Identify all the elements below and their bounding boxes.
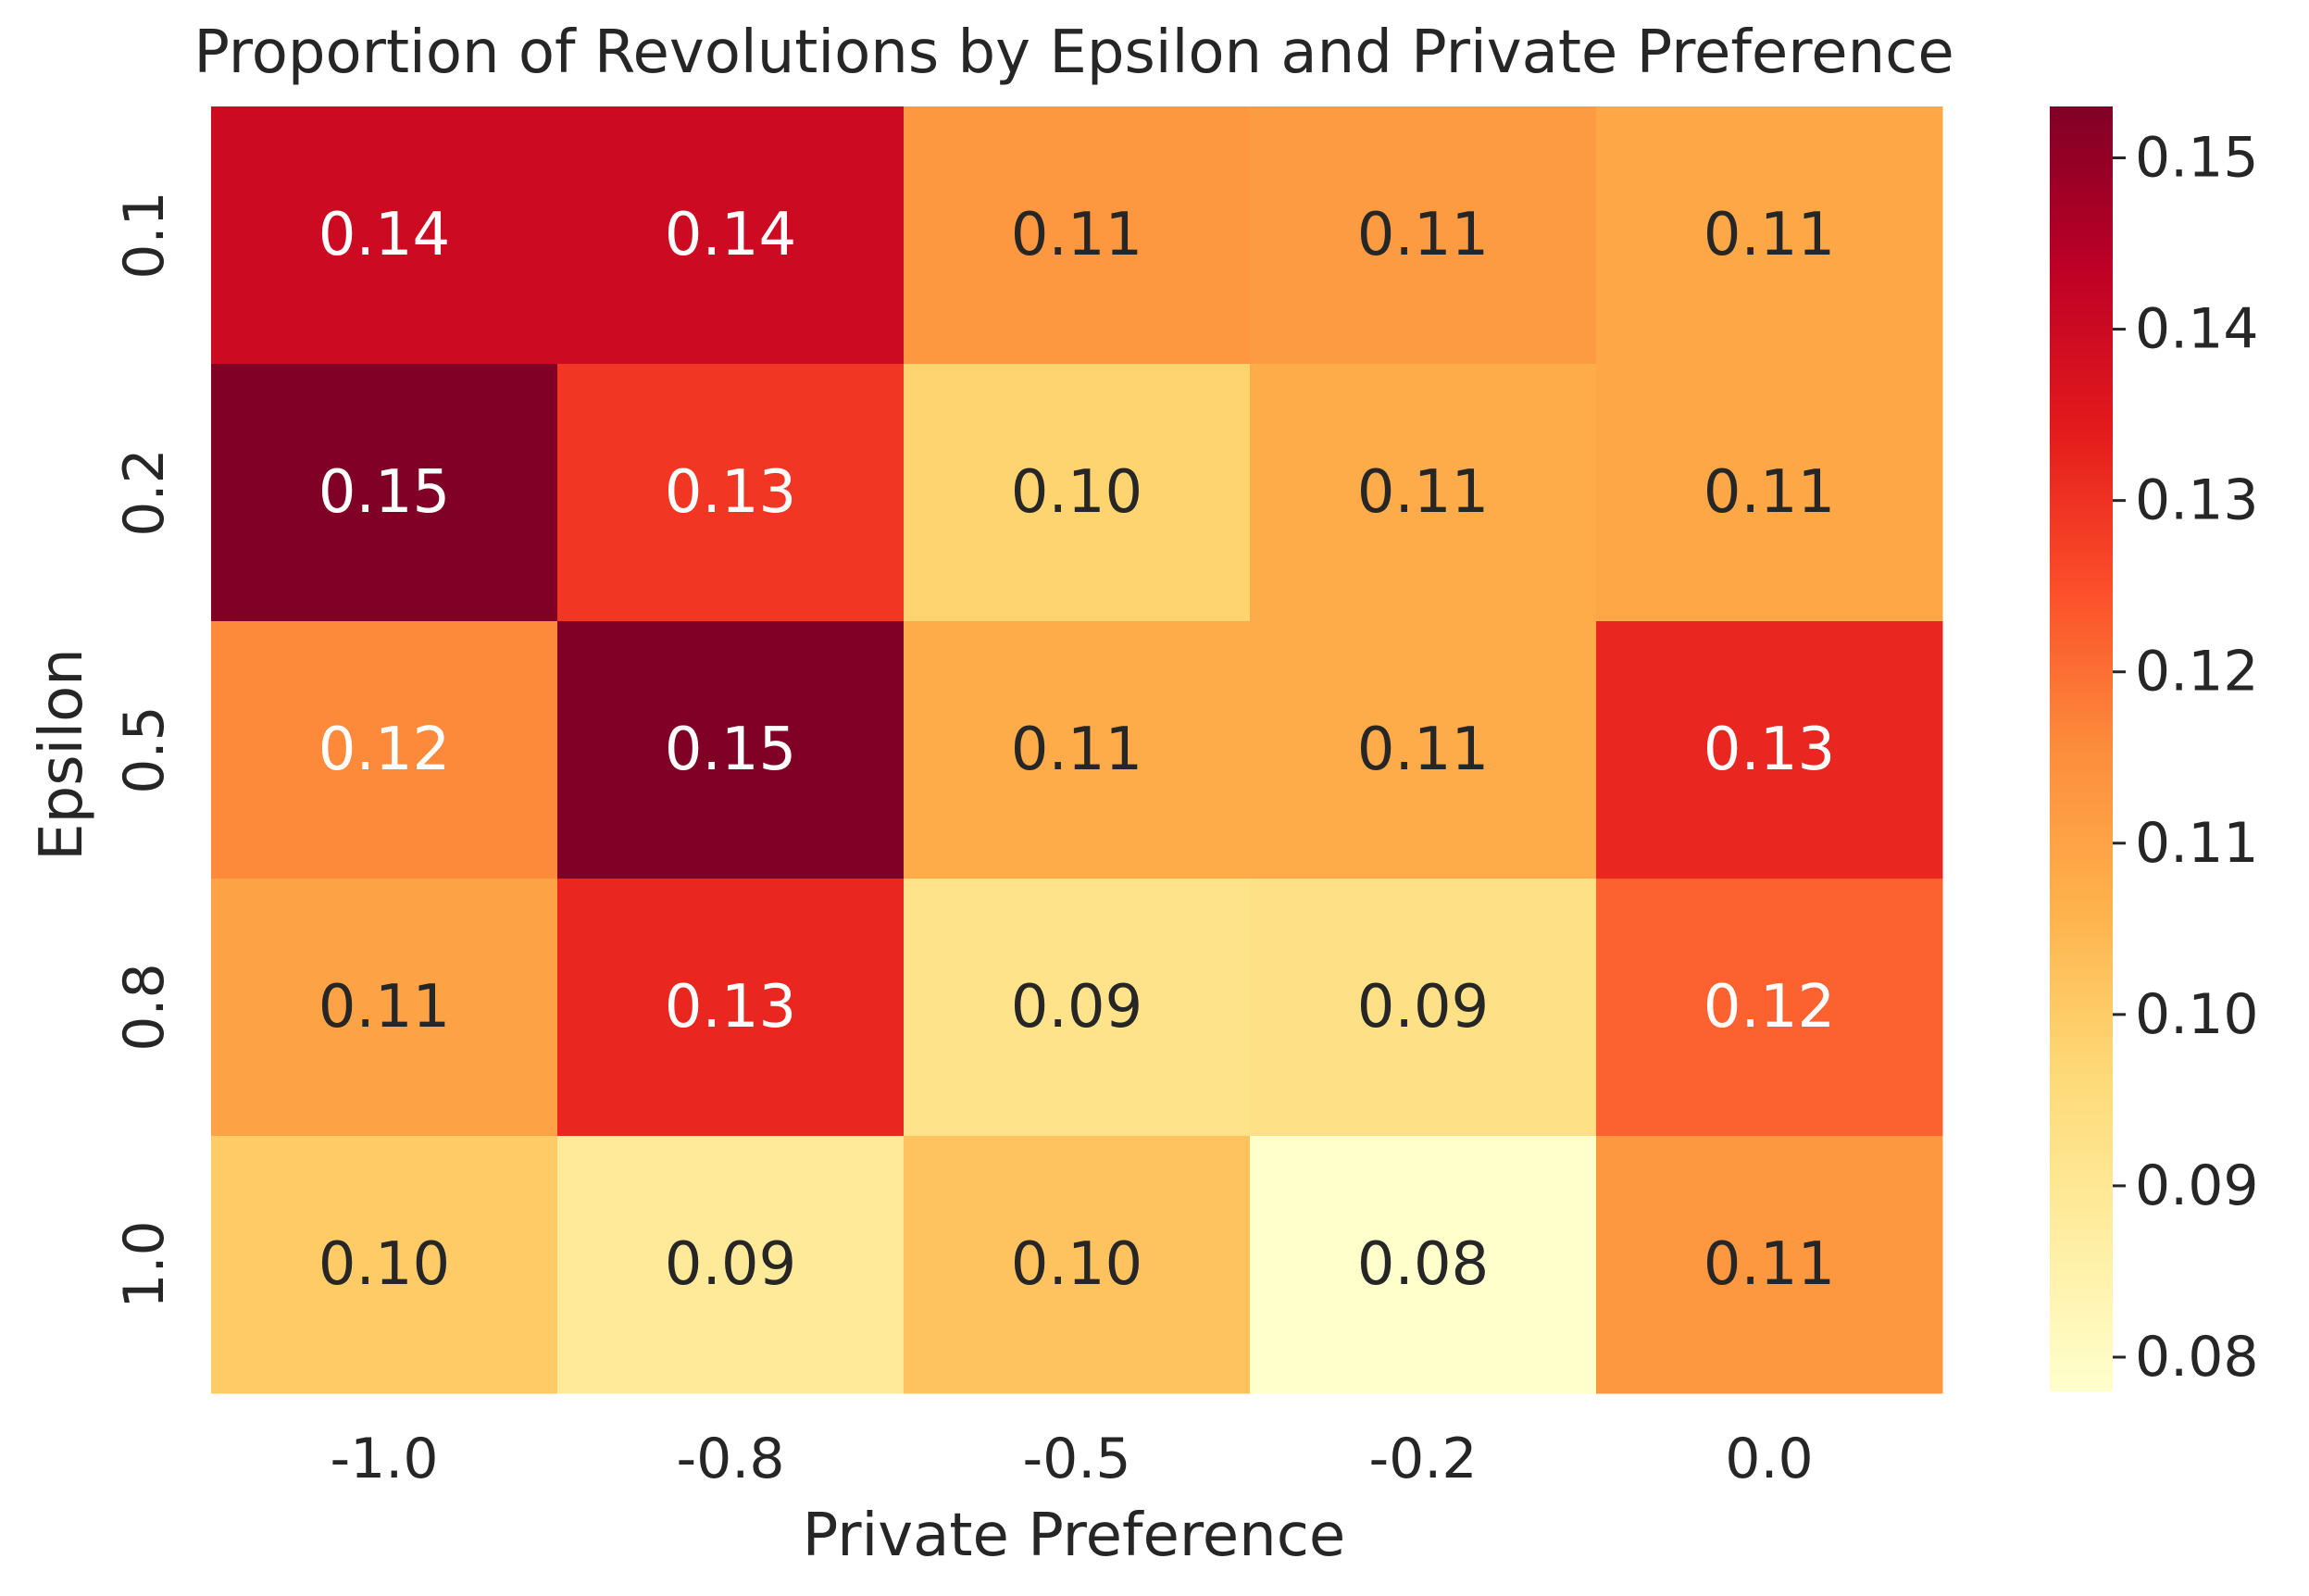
cell-value-label: 0.14 <box>665 201 797 269</box>
heatmap-cell <box>1596 364 1943 622</box>
cell-value-label: 0.11 <box>1011 716 1143 784</box>
heatmap-cell <box>904 879 1251 1137</box>
x-tick-label: -0.8 <box>676 1427 784 1491</box>
y-axis-label: Epsilon <box>28 648 96 861</box>
x-tick-label: -1.0 <box>330 1427 438 1491</box>
chart-title: Proportion of Revolutions by Epsilon and… <box>193 19 1953 87</box>
heatmap-cell <box>904 106 1251 365</box>
cell-value-label: 0.11 <box>1357 201 1490 269</box>
cell-value-label: 0.11 <box>1357 458 1490 527</box>
colorbar: 0.08 0.09 0.10 0.11 0.12 0.13 0.14 0.15 <box>2050 106 2259 1391</box>
cell-value-label: 0.09 <box>1357 973 1490 1041</box>
y-tick-label: 0.5 <box>112 705 177 793</box>
cell-value-label: 0.15 <box>318 458 451 527</box>
y-tick-label: 1.0 <box>112 1220 177 1308</box>
heatmap-cell <box>1250 106 1597 365</box>
heatmap-cells <box>211 106 1943 1394</box>
colorbar-tick-label: 0.13 <box>2135 468 2259 533</box>
heatmap-cell <box>557 364 905 622</box>
x-tick-label: -0.2 <box>1368 1427 1477 1491</box>
x-tick-label: 0.0 <box>1725 1427 1813 1491</box>
colorbar-tick-label: 0.08 <box>2135 1325 2259 1390</box>
cell-value-label: 0.11 <box>1357 716 1490 784</box>
heatmap-cell <box>211 879 558 1137</box>
colorbar-tick-label: 0.11 <box>2135 811 2259 876</box>
heatmap-cell <box>211 364 558 622</box>
heatmap-cell <box>557 1136 905 1394</box>
heatmap-cell <box>1596 1136 1943 1394</box>
cell-value-label: 0.10 <box>318 1230 451 1299</box>
cell-value-labels: 0.14 0.14 0.11 0.11 0.11 0.15 0.13 0.10 0.11 0.11… <box>318 201 1836 1299</box>
cell-value-label: 0.14 <box>318 201 451 269</box>
heatmap-cell <box>1596 879 1943 1137</box>
cell-value-label: 0.10 <box>1011 1230 1143 1299</box>
heatmap-cell <box>1250 1136 1597 1394</box>
colorbar-tick-label: 0.15 <box>2135 126 2259 191</box>
colorbar-tick-label: 0.12 <box>2135 640 2259 704</box>
heatmap-cell <box>1596 106 1943 365</box>
heatmap-cell <box>557 879 905 1137</box>
cell-value-label: 0.09 <box>665 1230 797 1299</box>
heatmap-cell <box>904 1136 1251 1394</box>
heatmap-cell <box>557 106 905 365</box>
x-axis-label: Private Preference <box>803 1502 1346 1570</box>
cell-value-label: 0.11 <box>1704 458 1836 527</box>
y-tick-label: 0.2 <box>112 448 177 536</box>
colorbar-tick-label: 0.09 <box>2135 1153 2259 1218</box>
heatmap-cell <box>904 621 1251 879</box>
cell-value-label: 0.13 <box>665 458 797 527</box>
cell-value-label: 0.08 <box>1357 1230 1490 1299</box>
cell-value-label: 0.09 <box>1011 973 1143 1041</box>
y-tick-label: 0.1 <box>112 191 177 279</box>
heatmap-cell <box>211 106 558 365</box>
heatmap-cell <box>211 1136 558 1394</box>
colorbar-tick-label: 0.14 <box>2135 297 2259 362</box>
heatmap-cell <box>557 621 905 879</box>
heatmap-cell <box>211 621 558 879</box>
cell-value-label: 0.10 <box>1011 458 1143 527</box>
heatmap-cell <box>1250 621 1597 879</box>
heatmap-cell <box>1596 621 1943 879</box>
heatmap-cell <box>904 364 1251 622</box>
x-tick-label: -0.5 <box>1022 1427 1130 1491</box>
cell-value-label: 0.13 <box>665 973 797 1041</box>
cell-value-label: 0.15 <box>665 716 797 784</box>
heatmap-cell <box>1250 364 1597 622</box>
cell-value-label: 0.13 <box>1704 716 1836 784</box>
heatmap-cell <box>1250 879 1597 1137</box>
colorbar-tick-label: 0.10 <box>2135 982 2259 1047</box>
y-axis-ticks: 0.1 0.2 0.5 0.8 1.0 <box>112 191 177 1308</box>
cell-value-label: 0.11 <box>1704 201 1836 269</box>
x-axis-ticks: -1.0 -0.8 -0.5 -0.2 0.0 <box>330 1427 1813 1491</box>
cell-value-label: 0.12 <box>318 716 451 784</box>
cell-value-label: 0.11 <box>318 973 451 1041</box>
y-tick-label: 0.8 <box>112 963 177 1051</box>
cell-value-label: 0.12 <box>1704 973 1836 1041</box>
colorbar-ticks: 0.08 0.09 0.10 0.11 0.12 0.13 0.14 0.15 <box>2113 126 2259 1390</box>
colorbar-gradient <box>2050 106 2113 1391</box>
cell-value-label: 0.11 <box>1011 201 1143 269</box>
cell-value-label: 0.11 <box>1704 1230 1836 1299</box>
